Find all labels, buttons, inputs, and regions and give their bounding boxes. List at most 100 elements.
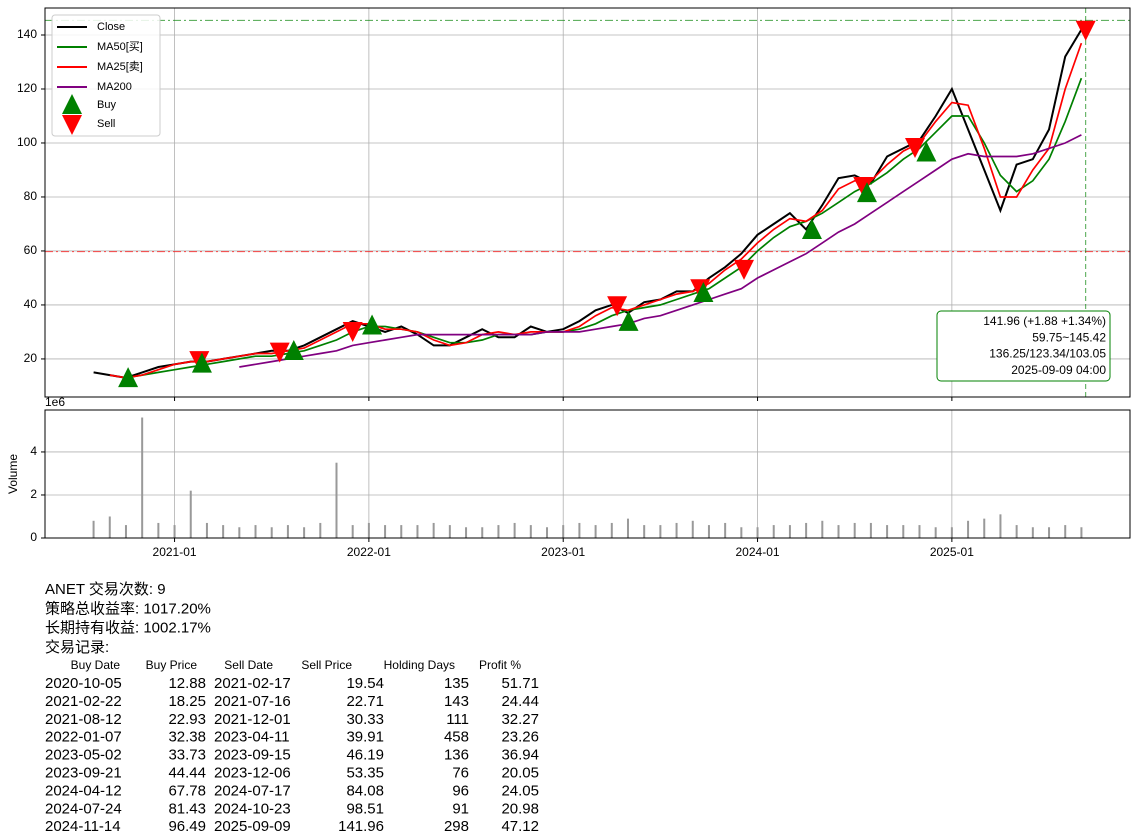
volume-bar bbox=[124, 525, 127, 538]
y-tick-label: 120 bbox=[17, 81, 37, 95]
legend-box bbox=[51, 14, 161, 137]
table-cell: 36.94 bbox=[501, 747, 539, 764]
volume-axes bbox=[44, 409, 1131, 539]
table-cell: 39.91 bbox=[346, 729, 384, 746]
volume-bar bbox=[805, 522, 808, 538]
table-cell: 91 bbox=[452, 800, 469, 817]
volume-bar bbox=[416, 525, 419, 538]
table-cell: 81.43 bbox=[168, 800, 206, 817]
table-header: Sell Price bbox=[301, 658, 352, 672]
table-cell: 2024-10-23 bbox=[214, 800, 291, 817]
x-tick-label: 2022-01 bbox=[347, 545, 391, 559]
volume-bar bbox=[643, 525, 646, 538]
volume-bar bbox=[740, 527, 743, 538]
volume-bar bbox=[254, 525, 257, 538]
sell-marker bbox=[905, 137, 926, 158]
y-tick-label: 80 bbox=[24, 189, 38, 203]
volume-bar bbox=[950, 527, 953, 538]
volume-bar bbox=[659, 525, 662, 538]
table-cell: 2021-02-22 bbox=[45, 693, 122, 710]
sell-marker bbox=[1075, 20, 1096, 41]
y-tick-label: 0 bbox=[30, 530, 37, 544]
volume-bar bbox=[902, 525, 905, 538]
table-cell: 51.71 bbox=[501, 675, 539, 692]
volume-bar bbox=[1064, 525, 1067, 538]
buy-marker bbox=[191, 352, 212, 373]
annotation-box bbox=[936, 310, 1111, 382]
volume-bar bbox=[853, 522, 856, 538]
table-cell: 67.78 bbox=[168, 782, 206, 799]
buy-marker bbox=[362, 314, 383, 335]
volume-bar bbox=[319, 522, 322, 538]
table-cell: 458 bbox=[444, 729, 469, 746]
annotation-text: 141.96 (+1.88 +1.34%) bbox=[983, 314, 1106, 328]
table-cell: 98.51 bbox=[346, 800, 384, 817]
table-cell: 18.25 bbox=[168, 693, 206, 710]
table-cell: 2021-07-16 bbox=[214, 693, 291, 710]
table-cell: 2023-09-21 bbox=[45, 764, 122, 781]
table-cell: 2025-09-09 bbox=[214, 818, 291, 835]
table-cell: 22.93 bbox=[168, 711, 206, 728]
annotation: 141.96 (+1.88 +1.34%) 59.75~145.42 136.25/… bbox=[936, 310, 1111, 382]
buy-marker bbox=[916, 141, 937, 162]
table-cell: 141.96 bbox=[338, 818, 384, 835]
series-line bbox=[125, 77, 1083, 379]
legend-label: MA25[卖] bbox=[97, 60, 143, 73]
volume-bar bbox=[448, 525, 451, 538]
table-cell: 2023-09-15 bbox=[214, 747, 291, 764]
volume-bar bbox=[546, 527, 549, 538]
volume-bar bbox=[222, 525, 225, 538]
table-cell: 33.73 bbox=[168, 747, 206, 764]
table-header: Buy Price bbox=[146, 658, 198, 672]
x-tick-label: 2024-01 bbox=[736, 545, 780, 559]
legend-swatch bbox=[62, 94, 82, 114]
axes-frame bbox=[44, 7, 1131, 398]
table-cell: 2021-08-12 bbox=[45, 711, 122, 728]
table-cell: 23.26 bbox=[501, 729, 539, 746]
table-cell: 136 bbox=[444, 747, 469, 764]
table-cell: 2020-10-05 bbox=[45, 675, 122, 692]
table-header: Holding Days bbox=[384, 658, 455, 672]
volume-bar bbox=[173, 525, 176, 538]
volume-bar bbox=[675, 522, 678, 538]
table-cell: 2023-05-02 bbox=[45, 747, 122, 764]
volume-bar bbox=[1048, 527, 1051, 538]
table-cell: 2024-11-14 bbox=[45, 818, 121, 835]
sell-marker bbox=[607, 296, 628, 317]
sell-marker bbox=[342, 322, 363, 343]
volume-bar bbox=[529, 525, 532, 538]
axes-frame bbox=[44, 409, 1131, 539]
volume-bar bbox=[335, 462, 338, 538]
table-cell: 20.98 bbox=[501, 800, 539, 817]
volume-bar bbox=[934, 527, 937, 538]
summary-line: 策略总收益率: 1017.20% bbox=[45, 600, 211, 617]
volume-bar bbox=[578, 522, 581, 538]
volume-bar bbox=[351, 525, 354, 538]
table-header: Buy Date bbox=[71, 658, 121, 672]
y-tick-label: 140 bbox=[17, 27, 37, 41]
y-tick-label: 60 bbox=[24, 243, 38, 257]
annotation-text: 59.75~145.42 bbox=[1032, 330, 1106, 344]
buy-marker bbox=[693, 281, 714, 302]
table-cell: 2024-07-17 bbox=[214, 782, 291, 799]
table-cell: 96 bbox=[452, 782, 469, 799]
buy-marker bbox=[618, 310, 639, 331]
volume-bar bbox=[772, 525, 775, 538]
buy-marker bbox=[118, 367, 139, 388]
volume-bar bbox=[384, 525, 387, 538]
table-cell: 111 bbox=[446, 711, 469, 728]
volume-bar bbox=[983, 518, 986, 538]
volume-bar bbox=[238, 527, 241, 538]
table-cell: 20.05 bbox=[501, 764, 539, 781]
legend-label: Close bbox=[97, 21, 125, 33]
volume-bar bbox=[141, 417, 144, 538]
x-tick-label: 2025-01 bbox=[930, 545, 974, 559]
legend-label: MA50[买] bbox=[97, 40, 143, 53]
volume-bar bbox=[707, 525, 710, 538]
table-cell: 24.44 bbox=[501, 693, 539, 710]
volume-bar bbox=[303, 527, 306, 538]
table-cell: 143 bbox=[444, 693, 469, 710]
y-tick-label: 4 bbox=[30, 444, 37, 458]
annotation-text: 2025-09-09 04:00 bbox=[1011, 363, 1106, 377]
